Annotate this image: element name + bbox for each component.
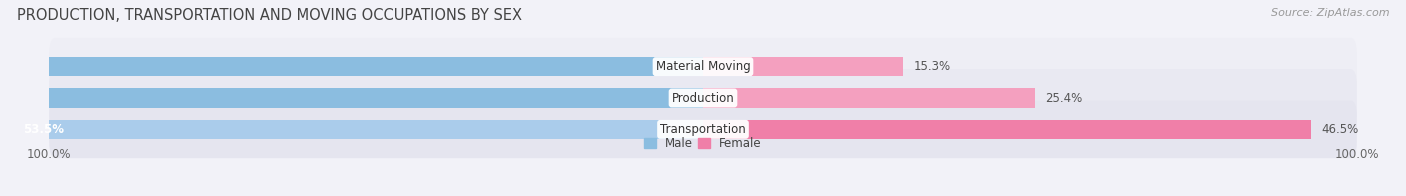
Text: 46.5%: 46.5% <box>1322 123 1358 136</box>
Text: Production: Production <box>672 92 734 104</box>
FancyBboxPatch shape <box>49 101 1357 158</box>
Text: Source: ZipAtlas.com: Source: ZipAtlas.com <box>1271 8 1389 18</box>
Text: Material Moving: Material Moving <box>655 60 751 73</box>
Bar <box>703 88 1035 108</box>
Bar <box>703 120 1310 139</box>
Text: PRODUCTION, TRANSPORTATION AND MOVING OCCUPATIONS BY SEX: PRODUCTION, TRANSPORTATION AND MOVING OC… <box>17 8 522 23</box>
Text: 15.3%: 15.3% <box>914 60 950 73</box>
FancyBboxPatch shape <box>49 69 1357 127</box>
Bar <box>703 57 903 76</box>
Bar <box>0 57 703 76</box>
Bar <box>3 120 703 139</box>
Text: 25.4%: 25.4% <box>1046 92 1083 104</box>
Bar <box>0 88 703 108</box>
Text: 53.5%: 53.5% <box>22 123 65 136</box>
Text: Transportation: Transportation <box>661 123 745 136</box>
FancyBboxPatch shape <box>49 38 1357 95</box>
Legend: Male, Female: Male, Female <box>644 137 762 150</box>
